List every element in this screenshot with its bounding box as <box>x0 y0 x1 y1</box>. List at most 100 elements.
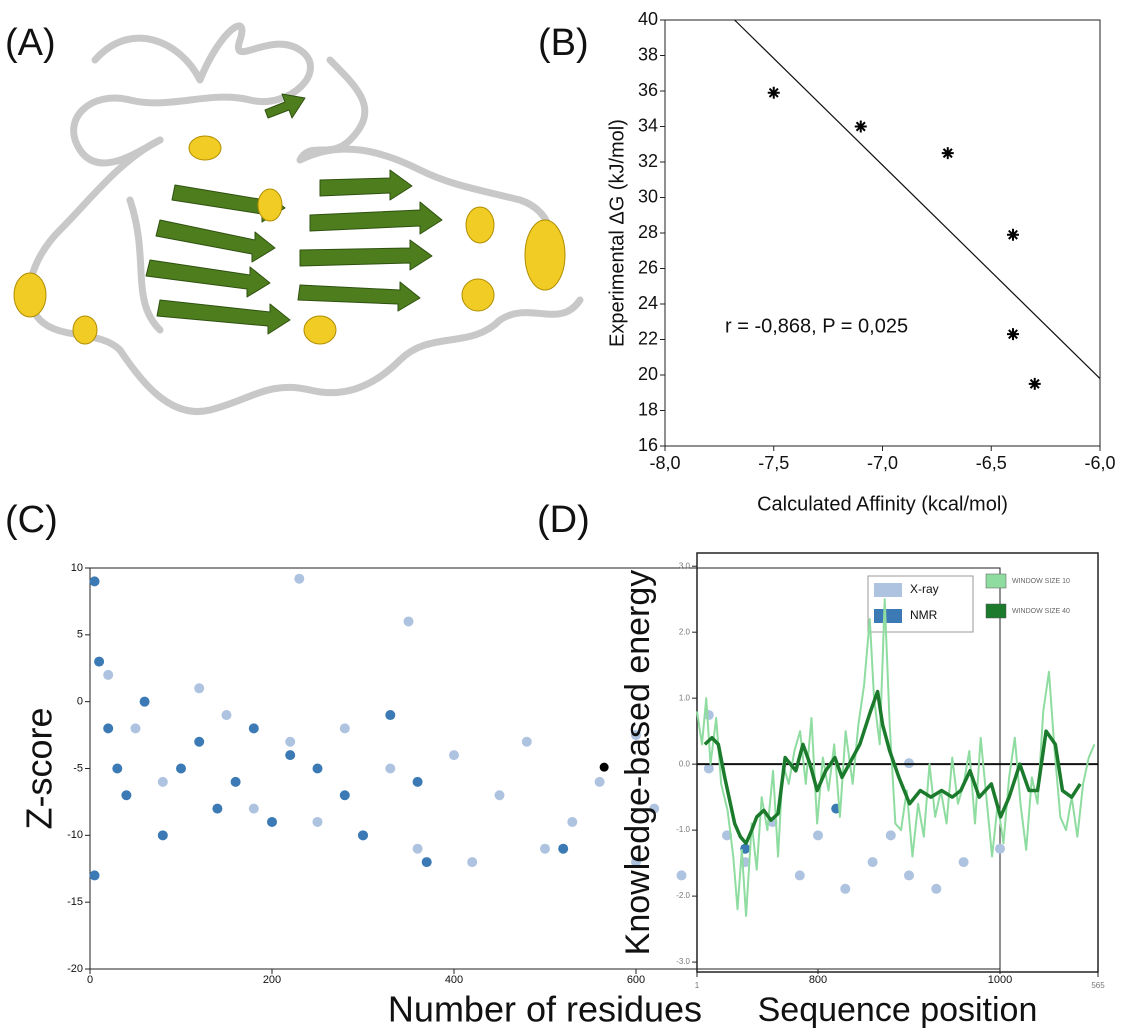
y-tick-label: -1.0 <box>676 825 690 834</box>
scatter-point <box>931 883 942 894</box>
y-tick-label: 38 <box>638 44 658 64</box>
y-tick-label: 28 <box>638 222 658 242</box>
scatter-point <box>794 870 805 881</box>
scatter-point <box>194 683 205 694</box>
scatter-point <box>649 803 660 814</box>
strand <box>297 281 421 312</box>
scatter-point <box>813 830 823 841</box>
scatter-point <box>1028 377 1041 390</box>
plot-frame <box>89 567 1001 970</box>
x-tick-label: -8,0 <box>649 453 680 473</box>
chart-panel: 3.0 2.0 1.0 0.0 -1.0 -2.0 -3.0 1 565 Sequence pos… <box>619 552 1105 1029</box>
y-tick-label: 16 <box>638 435 658 455</box>
y-tick-label: 2.0 <box>679 627 691 636</box>
legend-label: X-ray <box>910 582 939 596</box>
y-tick-label: -2.0 <box>676 891 690 900</box>
scatter-point <box>230 776 241 787</box>
scatter-point <box>631 857 641 868</box>
scatter-point <box>212 803 223 814</box>
x-tick-label: -6,0 <box>1084 453 1115 473</box>
x-tick-label: 1 <box>695 981 700 990</box>
panel-label: (A) <box>5 22 56 64</box>
scatter-point <box>312 816 323 827</box>
scatter-point <box>221 710 232 721</box>
scatter-point <box>176 763 186 774</box>
coil <box>26 136 584 415</box>
scatter-point <box>540 843 550 854</box>
strand <box>145 259 271 298</box>
y-tick-label: 18 <box>638 399 658 419</box>
scatter-point <box>94 656 105 667</box>
y-tick-label: -10 <box>67 829 83 841</box>
strand <box>264 93 306 119</box>
scatter-point <box>767 86 780 99</box>
x-tick-label: 600 <box>627 974 645 986</box>
beta-sheet <box>145 93 443 335</box>
scatter-point <box>494 790 505 801</box>
scatter-point <box>130 723 141 734</box>
scatter-point <box>358 830 368 841</box>
y-axis-label: Z-score <box>19 707 60 829</box>
x-axis-label: Calculated Affinity (kcal/mol) <box>757 493 1008 515</box>
scatter-point <box>558 843 569 854</box>
fit-line <box>734 19 1101 379</box>
scatter-point <box>103 723 114 734</box>
x-tick-label: 200 <box>263 974 281 986</box>
scatter-point <box>904 870 914 881</box>
scatter-point <box>631 730 641 741</box>
y-axis-label: Experimental ΔG (kJ/mol) <box>606 119 628 347</box>
scatter-point <box>157 776 168 787</box>
panel-label: (B) <box>538 22 589 64</box>
scatter-point <box>157 830 168 841</box>
scatter-point <box>1007 228 1019 241</box>
scatter-point <box>867 857 878 868</box>
scatter-point <box>312 763 323 774</box>
scatter-point <box>567 816 578 827</box>
y-tick-label: 32 <box>638 151 658 171</box>
scatter-point <box>112 763 123 774</box>
series-line <box>696 598 1096 917</box>
y-axis-label: Knowledge-based energy <box>619 570 657 956</box>
scatter-point <box>1007 328 1019 341</box>
scatter-point <box>840 883 851 894</box>
x-axis-label: Number of residues <box>388 989 702 1030</box>
legend-swatch <box>985 573 1007 589</box>
helix <box>257 188 283 222</box>
protein-structure <box>13 22 584 415</box>
x-tick-label: 0 <box>87 974 93 986</box>
scatter-point <box>521 736 532 747</box>
helix <box>13 272 47 318</box>
legend-label: WINDOW SIZE 10 <box>1012 578 1070 585</box>
scatter-point <box>285 750 296 761</box>
scatter-point <box>194 736 205 747</box>
y-tick-label: -3.0 <box>676 957 690 966</box>
scatter-point <box>885 830 896 841</box>
panel-label: (D) <box>537 499 590 541</box>
x-tick-label: 800 <box>809 974 827 986</box>
scatter-point <box>941 147 954 160</box>
scatter-point <box>294 573 305 584</box>
chart-panel: -20 -15 -10 -5 0 5 10 0 200 400 600 800 1000 Number o… <box>19 562 1013 1030</box>
scatter-point <box>467 857 478 868</box>
helices <box>13 135 566 345</box>
scatter-point <box>854 120 867 133</box>
y-tick-label: 5 <box>77 629 83 641</box>
scatter-point <box>958 857 969 868</box>
y-tick-label: 30 <box>638 186 658 206</box>
chart-panel: 16 18 20 22 24 26 28 30 32 34 36 38 40 -8,0 -7,5 -7,0 -6… <box>606 9 1115 516</box>
helix <box>524 219 566 291</box>
y-tick-label: 40 <box>638 9 658 29</box>
scatter-point <box>89 576 100 587</box>
helix <box>303 315 337 345</box>
panel-label: (C) <box>5 499 58 541</box>
y-tick-label: 26 <box>638 257 658 277</box>
y-tick-label: -20 <box>67 963 83 975</box>
legend-swatch <box>874 609 902 623</box>
x-axis-label: Sequence position <box>758 991 1038 1029</box>
scatter-point <box>995 843 1005 854</box>
scatter-point <box>412 843 423 854</box>
scatter-point <box>421 857 432 868</box>
